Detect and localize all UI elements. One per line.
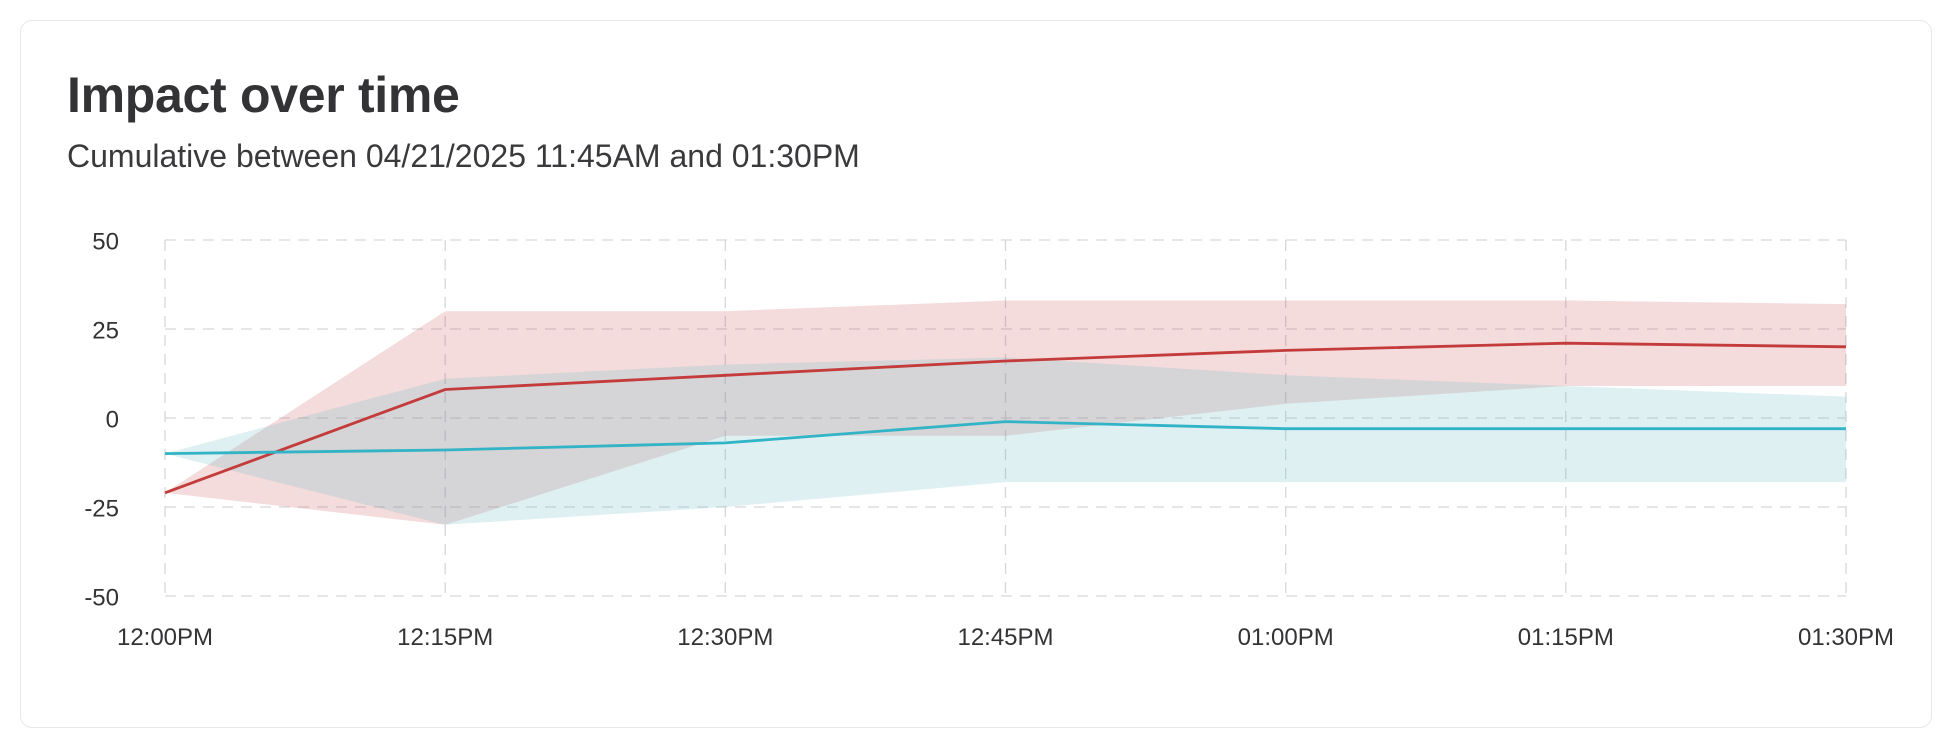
svg-text:12:30PM: 12:30PM xyxy=(677,624,773,651)
svg-text:01:15PM: 01:15PM xyxy=(1518,624,1614,651)
svg-text:01:00PM: 01:00PM xyxy=(1238,624,1334,651)
svg-text:12:00PM: 12:00PM xyxy=(117,624,213,651)
svg-text:-50: -50 xyxy=(84,584,119,611)
svg-text:12:15PM: 12:15PM xyxy=(397,624,493,651)
svg-text:12:45PM: 12:45PM xyxy=(957,624,1053,651)
svg-text:-25: -25 xyxy=(84,495,119,522)
svg-text:0: 0 xyxy=(106,406,119,433)
svg-text:25: 25 xyxy=(92,317,119,344)
svg-text:01:30PM: 01:30PM xyxy=(1798,624,1894,651)
svg-text:50: 50 xyxy=(92,228,119,255)
